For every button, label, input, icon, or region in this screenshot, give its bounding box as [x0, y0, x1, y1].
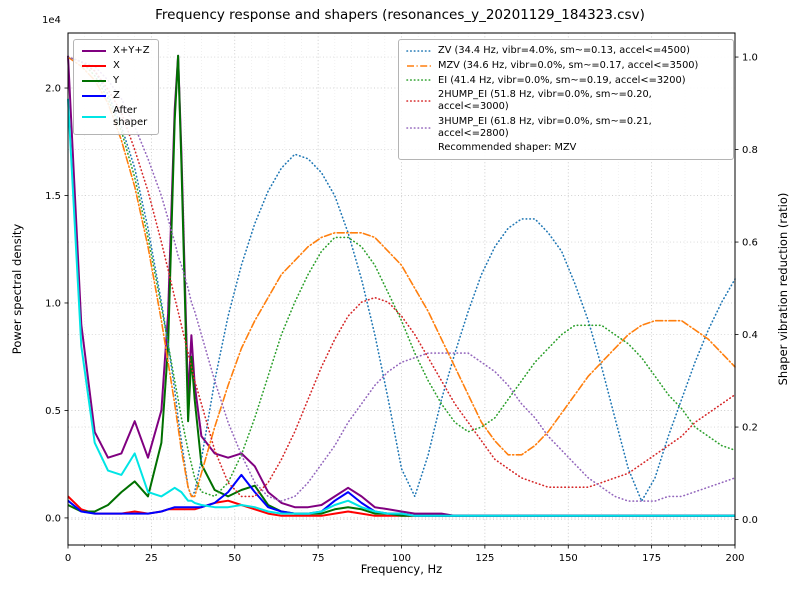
legend-item: Y	[81, 75, 150, 87]
chart-title: Frequency response and shapers (resonanc…	[155, 7, 645, 23]
legend-line-sample	[82, 65, 106, 67]
legend-item: After shaper	[81, 105, 150, 129]
tick-label: 0.0	[742, 515, 758, 526]
tick-label: 100	[392, 553, 411, 564]
psd-legend: X+Y+Z X Y Z After shaper	[73, 39, 159, 135]
tick-label: 2.0	[45, 84, 61, 95]
legend-line-sample	[406, 79, 432, 82]
tick-label: 0.5	[45, 406, 61, 417]
tick-label: 175	[642, 553, 661, 564]
tick-label: 75	[312, 553, 325, 564]
tick-label: 1.0	[45, 298, 61, 309]
legend-item: 2HUMP_EI (51.8 Hz, vibr=0.0%, sm~=0.20, …	[406, 89, 725, 113]
tick-label: 0.8	[742, 145, 758, 156]
legend-line-sample	[82, 50, 106, 52]
left-axis-title: Power spectral density	[10, 223, 24, 355]
psd-line-after-shaper	[67, 98, 735, 517]
tick-label: 0	[65, 553, 71, 564]
legend-label: X	[113, 60, 120, 71]
data-curves	[67, 54, 736, 517]
tick-label: 0.6	[742, 238, 758, 249]
shaper-legend: ZV (34.4 Hz, vibr=4.0%, sm~=0.13, accel<…	[398, 39, 734, 160]
tick-label: 150	[559, 553, 578, 564]
shaper-line-ei	[67, 56, 736, 498]
legend-line-sample	[406, 50, 432, 52]
tick-label: 1.5	[45, 191, 61, 202]
right-axis-title: Shaper vibration reduction (ratio)	[776, 192, 790, 386]
x-axis-title: Frequency, Hz	[360, 562, 443, 576]
legend-label: X+Y+Z	[113, 45, 150, 56]
legend-item: X	[81, 60, 150, 72]
tick-label: 25	[145, 553, 158, 564]
legend-line-sample	[406, 126, 432, 129]
recommended-shaper-text: Recommended shaper: MZV	[438, 142, 577, 154]
legend-label: EI (41.4 Hz, vibr=0.0%, sm~=0.19, accel<…	[438, 74, 686, 86]
shaper-line-mzv	[67, 56, 736, 498]
legend-label: 3HUMP_EI (61.8 Hz, vibr=0.0%, sm~=0.21, …	[438, 115, 652, 139]
legend-line-sample	[82, 80, 106, 82]
legend-recommendation: Recommended shaper: MZV	[406, 142, 725, 154]
left-axis-offset-label: 1e4	[42, 15, 61, 26]
shaper-line-zv	[67, 56, 736, 502]
legend-label: Z	[113, 90, 120, 101]
legend-item: 3HUMP_EI (61.8 Hz, vibr=0.0%, sm~=0.21, …	[406, 116, 725, 140]
legend-line-sample	[82, 116, 106, 118]
legend-line-sample	[407, 64, 431, 67]
tick-label: 125	[475, 553, 494, 564]
shaper-line-2hump_ei	[67, 56, 736, 498]
tick-label: 1.0	[742, 53, 758, 64]
legend-line-sample	[82, 95, 106, 97]
legend-item: Z	[81, 90, 150, 102]
legend-label: 2HUMP_EI (51.8 Hz, vibr=0.0%, sm~=0.20, …	[438, 89, 652, 112]
legend-label: ZV (34.4 Hz, vibr=4.0%, sm~=0.13, accel<…	[438, 45, 690, 56]
tick-label: 0.0	[45, 513, 61, 524]
shaper-line-3hump_ei	[67, 56, 736, 502]
legend-line-sample	[406, 100, 432, 102]
legend-item: X+Y+Z	[81, 45, 150, 57]
legend-item: MZV (34.6 Hz, vibr=0.0%, sm~=0.17, accel…	[406, 60, 725, 72]
tick-label: 50	[228, 553, 241, 564]
tick-label: 0.2	[742, 423, 758, 434]
legend-item: ZV (34.4 Hz, vibr=4.0%, sm~=0.13, accel<…	[406, 45, 725, 57]
axes: 0 25 50 75 100 125 150 175 200 0.0 0.5 1.0 1.5 2.0 0.0…	[45, 32, 758, 564]
legend-label: After shaper	[113, 105, 148, 128]
tick-label: 0.4	[742, 330, 758, 341]
legend-label: Y	[113, 75, 120, 86]
legend-label: MZV (34.6 Hz, vibr=0.0%, sm~=0.17, accel…	[438, 59, 699, 71]
legend-item: EI (41.4 Hz, vibr=0.0%, sm~=0.19, accel<…	[406, 75, 725, 87]
tick-label: 200	[725, 553, 744, 564]
